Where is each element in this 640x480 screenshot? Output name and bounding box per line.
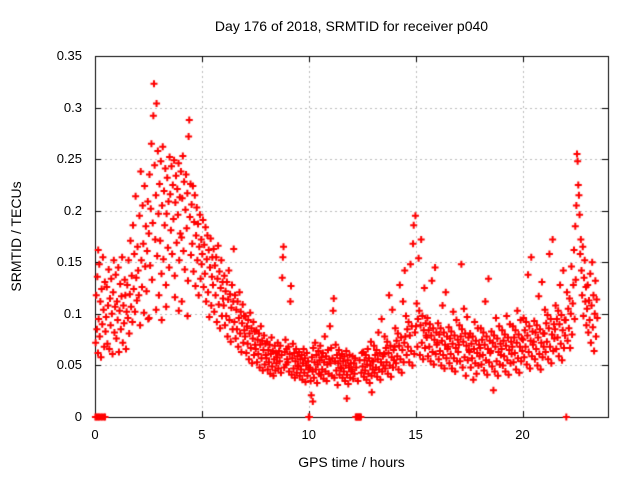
y-tick-label: 0.3	[63, 99, 82, 115]
y-tick-label: 0.1	[63, 305, 82, 321]
x-tick-label: 15	[408, 427, 423, 442]
x-tick-label: 10	[301, 427, 316, 442]
x-axis-label: GPS time / hours	[298, 454, 405, 470]
x-tick-label: 20	[515, 427, 530, 442]
y-tick-label: 0.15	[56, 254, 82, 270]
y-tick-label: 0.2	[63, 202, 82, 218]
y-tick-label: 0.25	[56, 151, 82, 167]
x-tick-label: 0	[91, 427, 99, 442]
y-tick-label: 0	[74, 409, 82, 424]
y-tick-label: 0.05	[56, 357, 82, 373]
y-tick-label: 0.35	[56, 48, 82, 63]
x-tick-label: 5	[198, 427, 206, 442]
chart-title: Day 176 of 2018, SRMTID for receiver p04…	[214, 18, 489, 34]
